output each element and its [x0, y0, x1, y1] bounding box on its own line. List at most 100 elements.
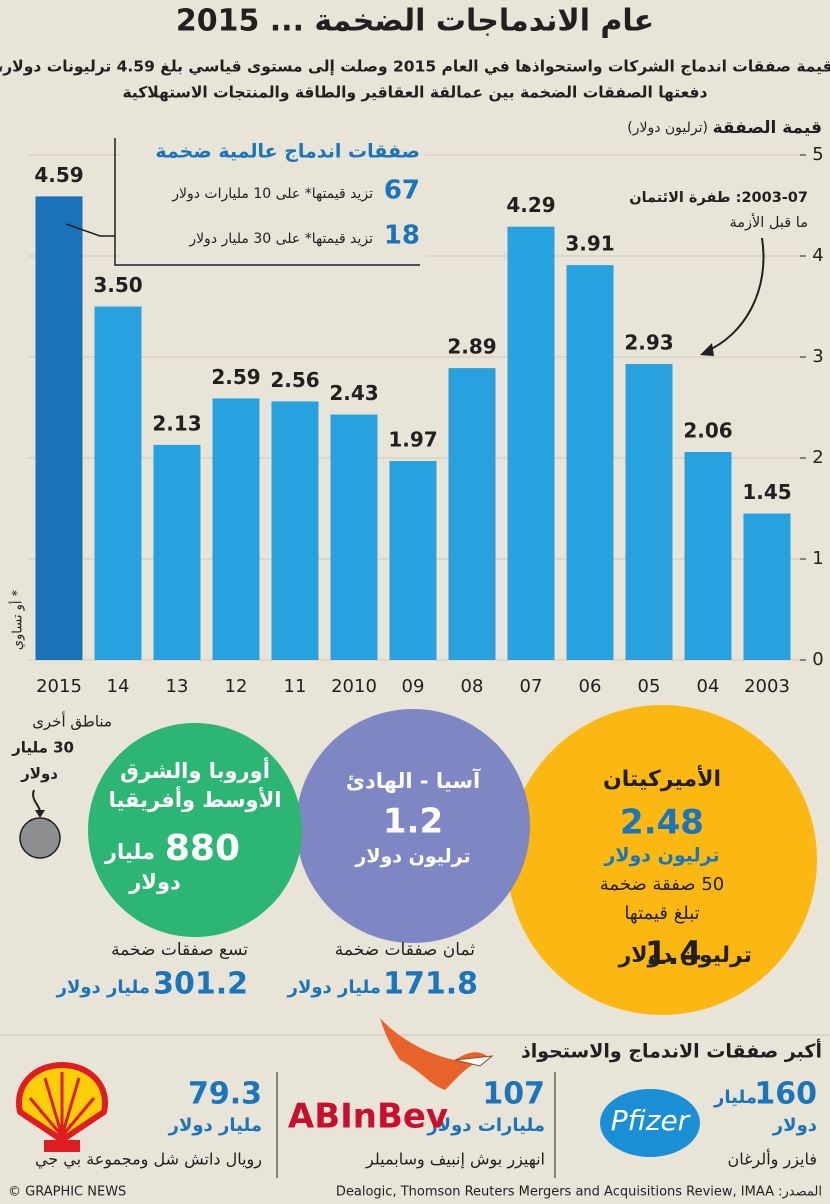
region-americas [507, 705, 817, 1015]
value-label: 4.59 [34, 163, 83, 187]
deal-unit: مليار [713, 1087, 757, 1108]
y-tick-label: 2 [812, 447, 823, 468]
region-deals-value: 171.8 [383, 967, 478, 1002]
value-label: 3.91 [565, 232, 614, 256]
x-tick-label: 11 [284, 676, 307, 697]
value-label: 3.50 [93, 273, 142, 297]
x-tick-label: 07 [520, 676, 543, 697]
value-label: 1.45 [742, 480, 791, 504]
region-name: الأوسط وأفريقيا [109, 785, 282, 812]
x-tick-label: 2010 [331, 676, 377, 697]
shell-logo-base [44, 1140, 80, 1152]
x-tick-label: 2015 [36, 676, 82, 697]
region-big-value: 1.4 [645, 934, 702, 972]
deal-unit: مليار دولار [168, 1115, 262, 1136]
region-value: 880 [165, 828, 240, 869]
callout-text: تزيد قيمتها* على 30 مليار دولار [188, 231, 373, 247]
callout-title: صفقات اندماج عالمية ضخمة [155, 141, 420, 163]
deals-title: أكبر صفقات الاندماج والاستحواذ [521, 1039, 822, 1063]
callout-connector [65, 223, 115, 237]
region-deals-unit: مليار دولار [56, 977, 150, 998]
bar [625, 364, 673, 660]
callout-count: 67 [384, 176, 420, 206]
bar [743, 513, 791, 660]
region-name: الأميركيتان [603, 764, 721, 792]
region-unit: ترليون دولار [603, 845, 719, 867]
region-name: مناطق أخرى [32, 712, 112, 731]
callout-frame [114, 138, 420, 266]
deal-name: انهيزر بوش إنبيف وسابميلر [365, 1150, 545, 1170]
y-tick-label: 1 [812, 548, 823, 569]
pfizer-logo [600, 1089, 700, 1157]
region-deals-value: 301.2 [153, 967, 248, 1002]
x-tick-label: 14 [107, 676, 130, 697]
deal-unit: مليارات دولار [426, 1115, 545, 1136]
region-asia [296, 709, 530, 943]
deal-value: 107 [482, 1077, 545, 1112]
arrow-head [700, 343, 714, 356]
deal-value: 160 [754, 1077, 817, 1112]
value-label: 2.93 [624, 331, 673, 355]
callout-bg [120, 140, 425, 260]
value-label: 2.59 [211, 365, 260, 389]
bar [212, 398, 260, 660]
annotation: 2003-07: طفرة الائتمان [629, 190, 808, 206]
x-tick-label: 12 [225, 676, 248, 697]
anheuser-bird [380, 1018, 490, 1090]
source: المصدر: Dealogic, Thomson Reuters Merger… [336, 1185, 822, 1200]
callout-text: تزيد قيمتها* على 10 مليارات دولار [171, 186, 373, 202]
x-tick-label: 13 [166, 676, 189, 697]
credit: © GRAPHIC NEWS [8, 1185, 126, 1200]
region-deals: تسع صفقات ضخمة [111, 940, 248, 960]
y-tick-label: 5 [812, 144, 823, 165]
region-text: 50 صفقة ضخمة [600, 874, 724, 895]
region-deals: ثمان صفقات ضخمة [335, 940, 475, 960]
callout-count: 18 [384, 221, 420, 251]
value-label: 2.06 [683, 418, 732, 442]
annotation-arrow [704, 237, 765, 353]
bar [153, 444, 201, 660]
value-label: 2.89 [447, 335, 496, 359]
axis-title: قيمة الصفقة [713, 118, 822, 138]
arrow-head [35, 810, 45, 818]
bar [35, 196, 83, 660]
title: عام الاندماجات الضخمة ... 2015 [176, 4, 654, 39]
subtitle: قيمة صفقات اندماج الشركات واستحواذها في … [0, 58, 830, 77]
value-label: 4.29 [506, 193, 555, 217]
region-value: 2.48 [620, 803, 704, 843]
region-deals-unit: مليار دولار [287, 977, 381, 998]
bar [566, 265, 614, 660]
region-unit: دولار [20, 765, 58, 783]
bar [507, 226, 555, 660]
shell-logo-lines [28, 1072, 96, 1137]
bars: 2015 4.59 14 3.50 13 2.13 12 2.59 11 2.56 2010 2.43… [34, 163, 791, 697]
deal-value: 79.3 [188, 1077, 262, 1112]
region-big-unit: ترليون دولار [618, 943, 752, 968]
subtitle: دفعتها الصفقات الضخمة بين عمالقة العقاقي… [123, 84, 708, 102]
x-tick-label: 06 [579, 676, 602, 697]
x-tick-label: 08 [461, 676, 484, 697]
region-text: تبلغ قيمتها [624, 903, 699, 924]
anheuser-bird-head [454, 1055, 494, 1067]
bar [330, 414, 378, 660]
region-name: أوروبا والشرق [120, 756, 270, 783]
annotation-bg [625, 184, 811, 236]
abinbev-logo: ABInBev [288, 1097, 448, 1137]
region-value: 1.2 [383, 802, 443, 842]
x-tick-label: 05 [638, 676, 661, 697]
pfizer-logo-text: Pfizer [611, 1104, 691, 1137]
deal-unit: دولار [772, 1115, 817, 1136]
deal-name: فايزر وألرغان [728, 1149, 817, 1170]
value-label: 2.56 [270, 368, 319, 392]
deal-name: رويال داتش شل ومجموعة بي جي [35, 1150, 262, 1170]
x-tick-label: 09 [402, 676, 425, 697]
x-tick-label: 2003 [744, 676, 790, 697]
value-label: 2.13 [152, 411, 201, 435]
region-unit: مليار [104, 840, 155, 864]
region-name: آسيا - الهادئ [346, 768, 481, 793]
y-tick-label: 4 [812, 245, 823, 266]
value-label: 1.97 [388, 428, 437, 452]
bar [271, 401, 319, 660]
